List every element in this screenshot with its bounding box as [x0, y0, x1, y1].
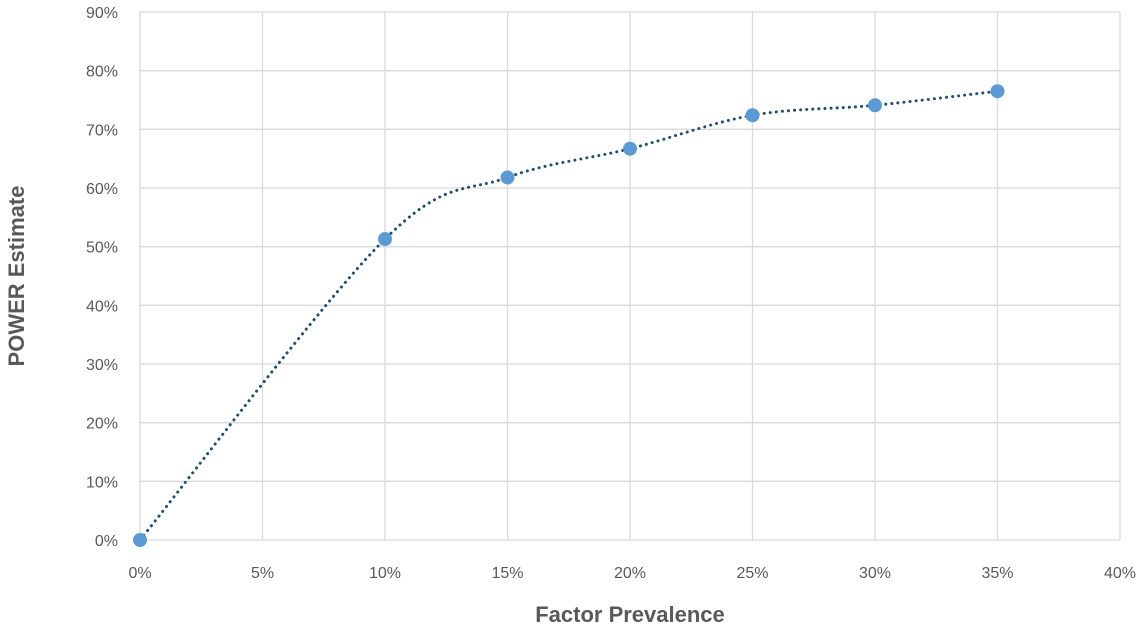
y-tick-label: 60%	[86, 181, 118, 198]
y-axis-title: POWER Estimate	[4, 186, 29, 367]
y-tick-label: 70%	[86, 122, 118, 139]
y-tick-label: 50%	[86, 240, 118, 257]
trendline	[140, 91, 998, 540]
data-point	[868, 98, 882, 112]
trendline-layer	[140, 91, 998, 540]
data-point	[378, 232, 392, 246]
y-tick-label: 20%	[86, 416, 118, 433]
x-tick-label: 0%	[128, 565, 151, 582]
x-tick-label: 20%	[614, 565, 646, 582]
y-tick-label: 0%	[95, 533, 118, 550]
y-tick-label: 40%	[86, 298, 118, 315]
y-tick-label: 80%	[86, 64, 118, 81]
data-point	[133, 533, 147, 547]
x-tick-label: 5%	[251, 565, 274, 582]
data-points	[133, 84, 1005, 547]
x-tick-label: 35%	[981, 565, 1013, 582]
y-axis-tick-labels: 0% 10% 20% 30% 40% 50% 60% 70% 80% 90%	[86, 5, 118, 550]
x-axis-tick-labels: 0% 5% 10% 15% 20% 25% 30% 35% 40%	[128, 565, 1136, 582]
x-tick-label: 30%	[859, 565, 891, 582]
data-point	[746, 108, 760, 122]
x-tick-label: 10%	[369, 565, 401, 582]
data-point	[501, 170, 515, 184]
y-tick-label: 90%	[86, 5, 118, 22]
y-tick-label: 10%	[86, 474, 118, 491]
x-tick-label: 25%	[736, 565, 768, 582]
y-tick-label: 30%	[86, 357, 118, 374]
x-tick-label: 15%	[491, 565, 523, 582]
gridlines	[140, 12, 1120, 540]
x-tick-label: 40%	[1104, 565, 1136, 582]
data-point	[991, 84, 1005, 98]
x-axis-title: Factor Prevalence	[535, 602, 725, 627]
data-point	[623, 142, 637, 156]
